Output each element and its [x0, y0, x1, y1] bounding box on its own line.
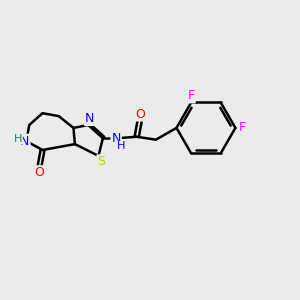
Text: S: S	[98, 155, 105, 168]
Text: F: F	[188, 89, 195, 102]
Text: O: O	[34, 166, 44, 179]
Text: H: H	[117, 142, 125, 152]
Text: N: N	[112, 132, 121, 145]
Text: O: O	[135, 108, 145, 121]
Text: N: N	[20, 135, 29, 148]
Text: F: F	[239, 122, 246, 134]
Text: N: N	[85, 112, 94, 125]
Text: H: H	[14, 134, 22, 144]
